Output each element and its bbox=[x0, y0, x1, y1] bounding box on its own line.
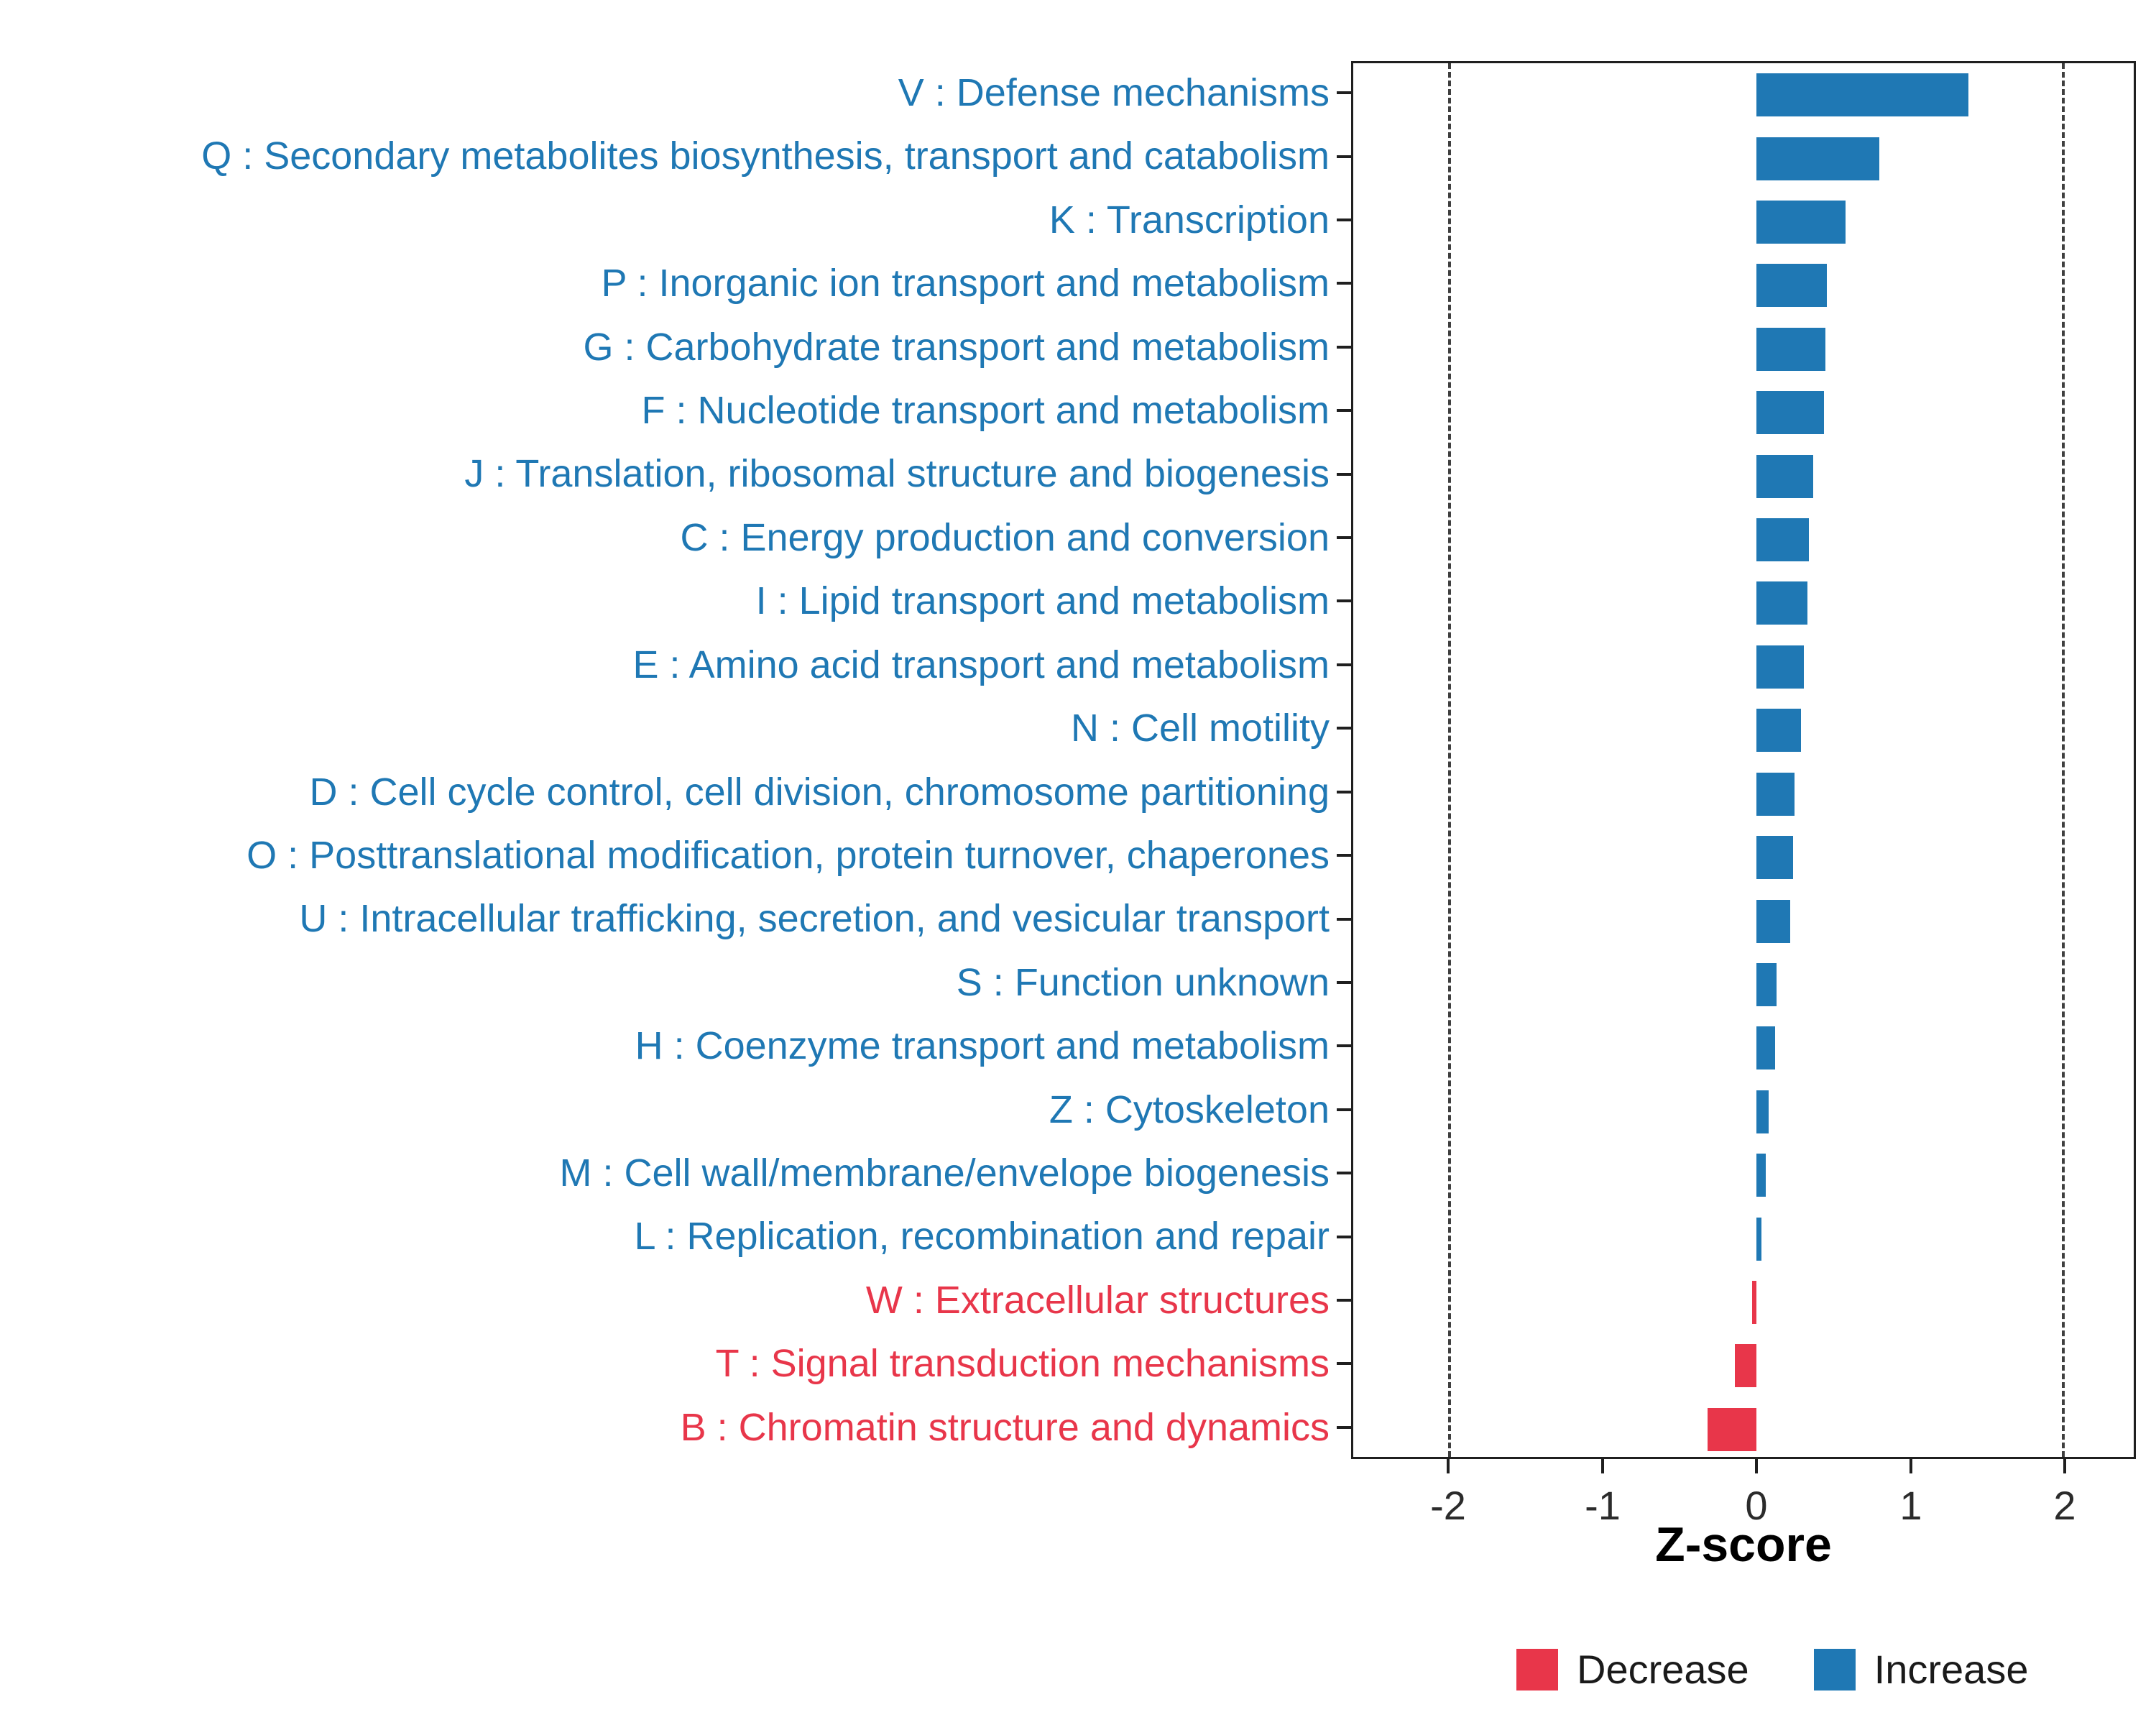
bar-g bbox=[1756, 328, 1826, 371]
category-label-l: L : Replication, recombination and repai… bbox=[634, 1215, 1330, 1259]
bar-o bbox=[1756, 836, 1794, 879]
y-tick-i bbox=[1337, 599, 1351, 602]
y-tick-l bbox=[1337, 1236, 1351, 1238]
legend-swatch-increase bbox=[1813, 1648, 1856, 1690]
y-tick-q bbox=[1337, 155, 1351, 158]
bar-i bbox=[1756, 581, 1807, 625]
y-tick-p bbox=[1337, 282, 1351, 285]
x-tick-2 bbox=[2063, 1459, 2066, 1473]
x-tick-label-1: 1 bbox=[1899, 1483, 1922, 1528]
y-tick-c bbox=[1337, 536, 1351, 539]
bar-w bbox=[1751, 1281, 1757, 1324]
category-label-z: Z : Cytoskeleton bbox=[1049, 1087, 1330, 1131]
x-tick-label--1: -1 bbox=[1585, 1483, 1621, 1528]
dashed-reference-line-2 bbox=[2061, 63, 2065, 1457]
legend-item-decrease: Decrease bbox=[1516, 1646, 1749, 1693]
y-tick-g bbox=[1337, 346, 1351, 349]
legend-label-decrease: Decrease bbox=[1577, 1647, 1749, 1692]
category-label-i: I : Lipid transport and metabolism bbox=[755, 579, 1330, 623]
bar-t bbox=[1735, 1344, 1757, 1387]
plot-panel bbox=[1351, 61, 2136, 1459]
x-tick--2 bbox=[1447, 1459, 1450, 1473]
category-label-b: B : Chromatin structure and dynamics bbox=[680, 1405, 1330, 1449]
x-tick-1 bbox=[1909, 1459, 1912, 1473]
y-tick-n bbox=[1337, 727, 1351, 730]
legend-item-increase: Increase bbox=[1813, 1646, 2029, 1693]
y-tick-t bbox=[1337, 1362, 1351, 1365]
category-label-j: J : Translation, ribosomal structure and… bbox=[464, 452, 1330, 496]
bar-b bbox=[1707, 1408, 1757, 1451]
category-label-q: Q : Secondary metabolites biosynthesis, … bbox=[201, 134, 1330, 178]
y-tick-o bbox=[1337, 854, 1351, 857]
legend-swatch-decrease bbox=[1516, 1648, 1558, 1690]
category-label-e: E : Amino acid transport and metabolism bbox=[632, 643, 1330, 686]
bar-k bbox=[1756, 201, 1846, 244]
category-label-p: P : Inorganic ion transport and metaboli… bbox=[601, 262, 1330, 305]
y-tick-k bbox=[1337, 218, 1351, 221]
category-label-f: F : Nucleotide transport and metabolism bbox=[641, 389, 1330, 433]
x-axis-title: Z-score bbox=[1655, 1517, 1832, 1572]
category-label-m: M : Cell wall/membrane/envelope biogenes… bbox=[559, 1151, 1330, 1195]
y-tick-b bbox=[1337, 1426, 1351, 1429]
bar-e bbox=[1756, 645, 1805, 689]
bar-p bbox=[1756, 264, 1828, 307]
category-label-w: W : Extracellular structures bbox=[865, 1278, 1330, 1322]
y-tick-w bbox=[1337, 1299, 1351, 1302]
dashed-reference-line--2 bbox=[1448, 63, 1452, 1457]
x-tick-label-2: 2 bbox=[2053, 1483, 2076, 1528]
bar-v bbox=[1756, 73, 1968, 116]
y-tick-j bbox=[1337, 473, 1351, 476]
bar-m bbox=[1756, 1154, 1766, 1197]
y-tick-z bbox=[1337, 1108, 1351, 1111]
legend-label-increase: Increase bbox=[1874, 1647, 2029, 1692]
category-label-c: C : Energy production and conversion bbox=[680, 515, 1330, 559]
bar-u bbox=[1756, 900, 1791, 943]
x-tick-0 bbox=[1755, 1459, 1758, 1473]
x-tick--1 bbox=[1601, 1459, 1604, 1473]
y-tick-f bbox=[1337, 409, 1351, 412]
category-label-d: D : Cell cycle control, cell division, c… bbox=[309, 770, 1330, 814]
x-tick-label--2: -2 bbox=[1430, 1483, 1466, 1528]
bar-s bbox=[1756, 963, 1777, 1006]
bar-n bbox=[1756, 709, 1801, 752]
y-tick-e bbox=[1337, 663, 1351, 666]
bar-l bbox=[1756, 1218, 1761, 1261]
y-tick-s bbox=[1337, 981, 1351, 984]
category-label-u: U : Intracellular trafficking, secretion… bbox=[299, 897, 1330, 941]
category-label-k: K : Transcription bbox=[1049, 198, 1330, 242]
y-tick-v bbox=[1337, 91, 1351, 94]
x-tick-label-0: 0 bbox=[1745, 1483, 1768, 1528]
bar-f bbox=[1756, 391, 1824, 434]
category-label-g: G : Carbohydrate transport and metabolis… bbox=[583, 325, 1330, 369]
category-label-o: O : Posttranslational modification, prot… bbox=[247, 833, 1330, 877]
bar-h bbox=[1756, 1026, 1775, 1070]
y-tick-m bbox=[1337, 1172, 1351, 1174]
bar-c bbox=[1756, 518, 1809, 561]
legend: Decrease Increase bbox=[1516, 1646, 2028, 1693]
category-label-v: V : Defense mechanisms bbox=[898, 71, 1330, 114]
category-label-t: T : Signal transduction mechanisms bbox=[715, 1342, 1330, 1386]
bar-j bbox=[1756, 455, 1814, 498]
y-tick-u bbox=[1337, 918, 1351, 921]
bar-q bbox=[1756, 137, 1879, 180]
bar-z bbox=[1756, 1090, 1769, 1133]
y-tick-d bbox=[1337, 791, 1351, 794]
category-label-h: H : Coenzyme transport and metabolism bbox=[635, 1024, 1330, 1068]
category-label-s: S : Function unknown bbox=[956, 960, 1330, 1004]
y-tick-h bbox=[1337, 1044, 1351, 1047]
bar-d bbox=[1756, 773, 1795, 816]
category-label-n: N : Cell motility bbox=[1070, 707, 1330, 750]
